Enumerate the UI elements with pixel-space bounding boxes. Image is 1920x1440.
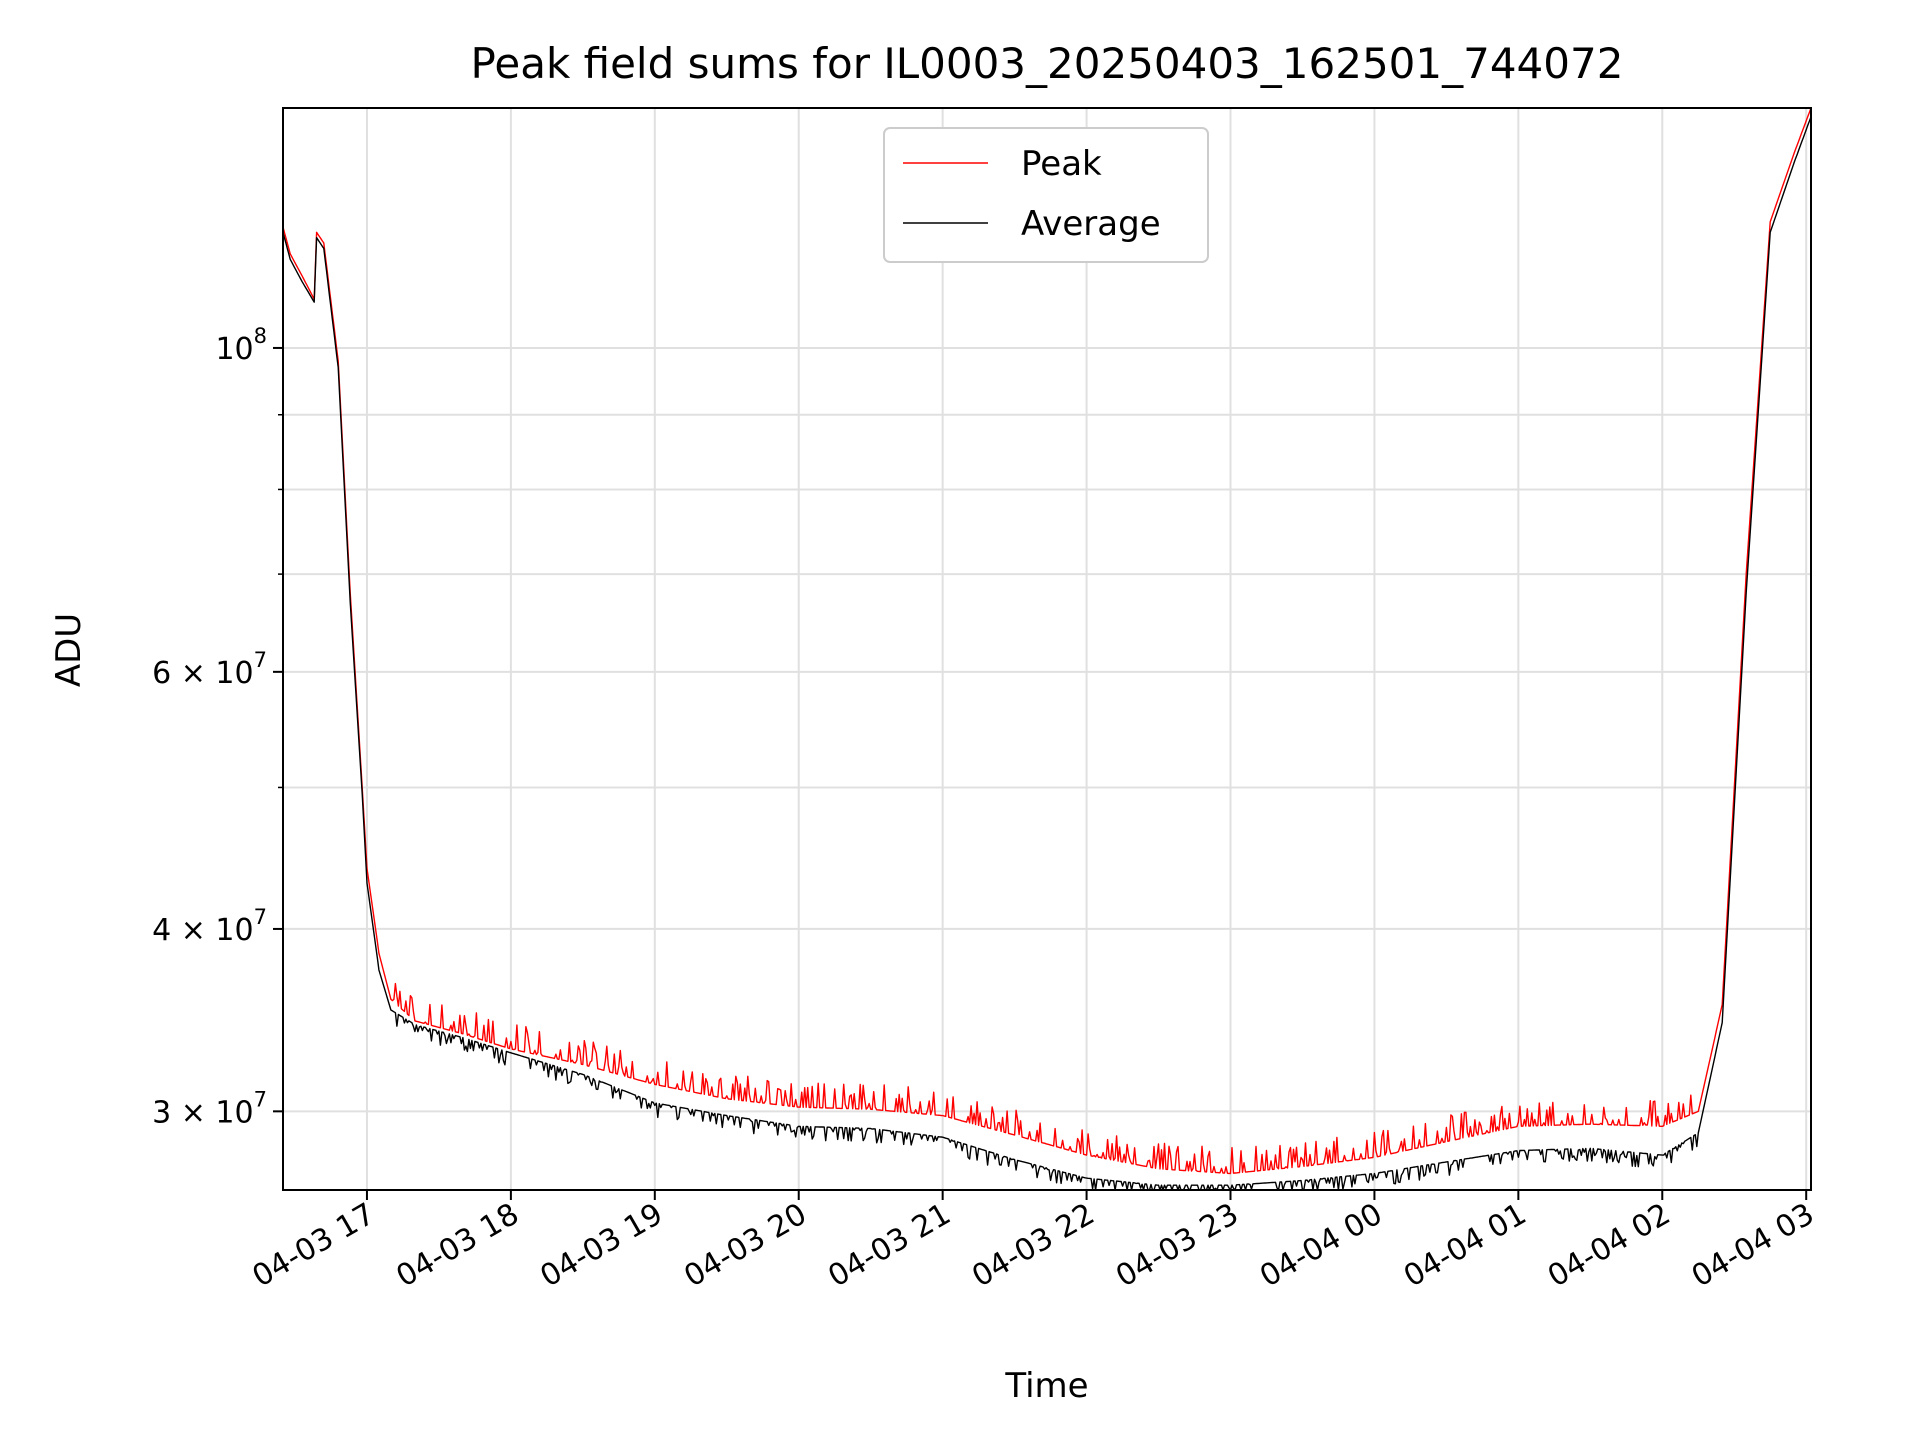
x-axis-label: Time xyxy=(1004,1366,1088,1406)
chart-title: Peak field sums for IL0003_20250403_1625… xyxy=(471,39,1624,88)
plot-frame xyxy=(282,107,1812,1191)
y-axis: 108 6 × 107 4 × 107 3 × 107 xyxy=(152,324,283,1130)
legend-label-average: Average xyxy=(1021,204,1161,244)
series-line-average xyxy=(282,116,1812,1191)
grid xyxy=(283,108,1811,1190)
y-axis-label: ADU xyxy=(49,613,89,687)
legend-box xyxy=(883,127,1209,263)
plot-series xyxy=(282,107,1812,1191)
y-tick-label: 108 xyxy=(215,324,267,367)
y-tick-label: 3 × 107 xyxy=(152,1087,267,1130)
legend-label-peak: Peak xyxy=(1021,144,1102,184)
y-tick-label: 6 × 107 xyxy=(152,648,267,691)
legend: Peak Average xyxy=(883,127,1209,263)
series-line-peak xyxy=(282,107,1812,1175)
y-tick-label: 4 × 107 xyxy=(152,905,267,948)
